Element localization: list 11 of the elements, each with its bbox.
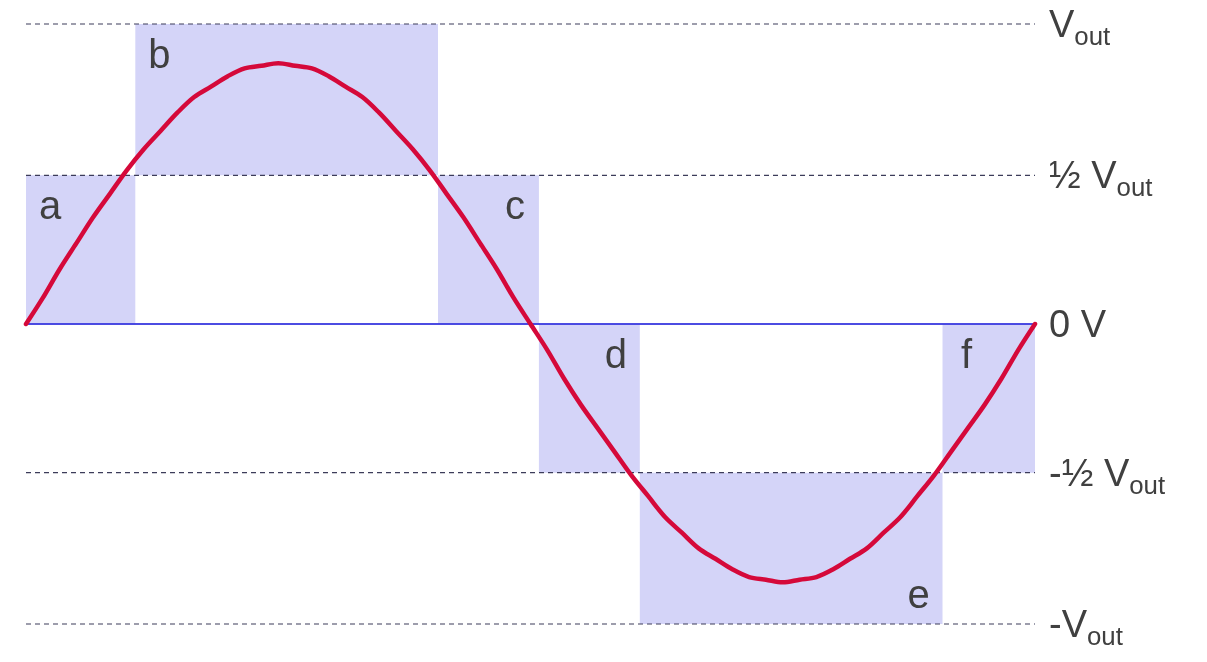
- annotation: e: [907, 572, 930, 616]
- ref-line-label: -½ V$_{out}$: [1049, 451, 1166, 499]
- annotation: c: [504, 183, 525, 228]
- annotation: b: [148, 32, 171, 76]
- ref-line-label: 0 V: [1049, 303, 1107, 345]
- annotation: a: [38, 183, 62, 228]
- annotation: d: [604, 332, 627, 376]
- ref-line-label: V$_{out}$: [1049, 3, 1111, 50]
- annotation: f: [960, 332, 973, 376]
- ref-line-label: -V$_{out}$: [1049, 603, 1123, 650]
- ref-line-label: ½ V$_{out}$: [1049, 154, 1153, 201]
